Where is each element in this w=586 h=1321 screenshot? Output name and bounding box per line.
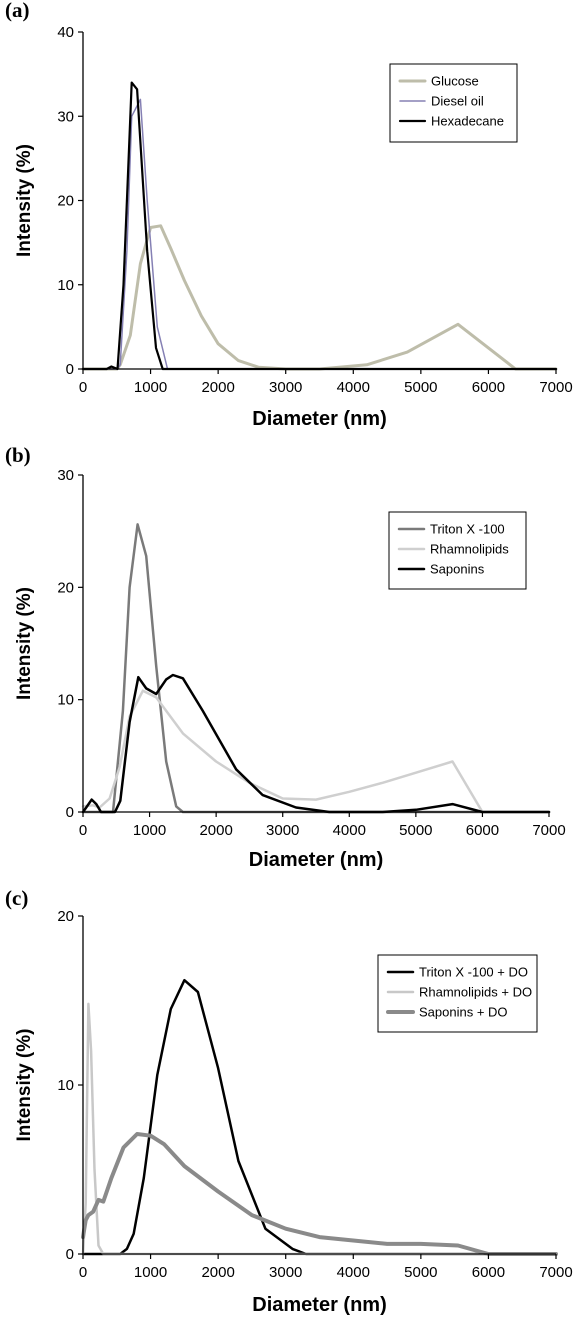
x-tick-label: 4000 bbox=[333, 822, 366, 839]
x-tick-label: 6000 bbox=[466, 822, 499, 839]
x-tick-label: 1000 bbox=[134, 379, 167, 396]
y-tick-label: 20 bbox=[57, 579, 74, 596]
x-tick-label: 7000 bbox=[532, 822, 565, 839]
y-tick-label: 0 bbox=[66, 361, 74, 378]
panel-label: (c) bbox=[5, 886, 28, 910]
x-tick-label: 1000 bbox=[134, 1264, 167, 1281]
x-tick-label: 0 bbox=[79, 822, 87, 839]
y-tick-label: 0 bbox=[66, 804, 74, 821]
x-tick-label: 5000 bbox=[399, 822, 432, 839]
legend-box bbox=[377, 954, 538, 1033]
y-tick-label: 10 bbox=[57, 692, 74, 709]
panel-label: (b) bbox=[5, 443, 31, 467]
legend-label: Triton X -100 + DO bbox=[419, 965, 528, 980]
series-line bbox=[81, 978, 558, 1256]
x-tick-label: 6000 bbox=[472, 379, 505, 396]
y-axis-label: Intensity (%) bbox=[14, 144, 35, 257]
chart-panel: (b) 0 10 20 30 0 1000 2000 3000 4000 5000 6000 7000 I… bbox=[5, 443, 566, 871]
legend-label: Glucose bbox=[431, 74, 479, 89]
legend: Triton X -100 Rhamnolipids Saponins bbox=[388, 511, 527, 590]
legend-box bbox=[388, 511, 527, 590]
legend: Triton X -100 + DO Rhamnolipids + DO Sapon… bbox=[377, 954, 538, 1033]
y-tick-label: 40 bbox=[57, 24, 74, 41]
series-line bbox=[81, 523, 551, 814]
x-axis-label: Diameter (nm) bbox=[252, 408, 386, 430]
series-line bbox=[81, 224, 558, 371]
series-line bbox=[81, 1002, 558, 1256]
legend-box bbox=[389, 63, 518, 143]
x-tick-label: 3000 bbox=[269, 379, 302, 396]
x-tick-label: 2000 bbox=[201, 1264, 234, 1281]
legend-label: Hexadecane bbox=[431, 114, 504, 129]
legend-label: Diesel oil bbox=[431, 94, 484, 109]
x-tick-label: 7000 bbox=[539, 1264, 572, 1281]
x-tick-label: 1000 bbox=[133, 822, 166, 839]
y-tick-label: 20 bbox=[57, 908, 74, 925]
series-line bbox=[81, 81, 558, 371]
x-tick-label: 6000 bbox=[472, 1264, 505, 1281]
x-tick-label: 0 bbox=[79, 1264, 87, 1281]
x-tick-label: 7000 bbox=[539, 379, 572, 396]
legend: Glucose Diesel oil Hexadecane bbox=[389, 63, 518, 143]
x-tick-label: 5000 bbox=[404, 1264, 437, 1281]
y-tick-label: 30 bbox=[57, 108, 74, 125]
chart-panel: (a) 0 10 20 30 40 0 1000 2000 3000 4000 5000 6000 700… bbox=[5, 0, 573, 430]
legend-label: Rhamnolipids bbox=[430, 542, 509, 557]
y-tick-label: 10 bbox=[57, 1077, 74, 1094]
y-tick-label: 0 bbox=[66, 1246, 74, 1263]
x-axis-label: Diameter (nm) bbox=[249, 849, 383, 871]
panel-label: (a) bbox=[5, 0, 30, 22]
x-tick-label: 5000 bbox=[404, 379, 437, 396]
y-tick-label: 20 bbox=[57, 193, 74, 210]
series-line bbox=[81, 689, 551, 814]
legend-label: Triton X -100 bbox=[430, 522, 505, 537]
x-tick-label: 3000 bbox=[269, 1264, 302, 1281]
x-tick-label: 3000 bbox=[266, 822, 299, 839]
legend-label: Saponins + DO bbox=[419, 1005, 508, 1020]
x-axis-label: Diameter (nm) bbox=[252, 1294, 386, 1316]
y-axis-label: Intensity (%) bbox=[14, 587, 35, 700]
series-line bbox=[81, 1132, 558, 1256]
x-tick-label: 2000 bbox=[199, 822, 232, 839]
y-axis-label: Intensity (%) bbox=[14, 1029, 35, 1142]
y-tick-label: 30 bbox=[57, 467, 74, 484]
legend-label: Rhamnolipids + DO bbox=[419, 985, 532, 1000]
x-tick-label: 4000 bbox=[337, 1264, 370, 1281]
legend-label: Saponins bbox=[430, 562, 485, 577]
chart-panel: (c) 0 10 20 0 1000 2000 3000 4000 5000 6000 7000 Int… bbox=[5, 886, 573, 1316]
y-tick-label: 10 bbox=[57, 277, 74, 294]
x-tick-label: 4000 bbox=[337, 379, 370, 396]
x-tick-label: 2000 bbox=[201, 379, 234, 396]
x-tick-label: 0 bbox=[79, 379, 87, 396]
